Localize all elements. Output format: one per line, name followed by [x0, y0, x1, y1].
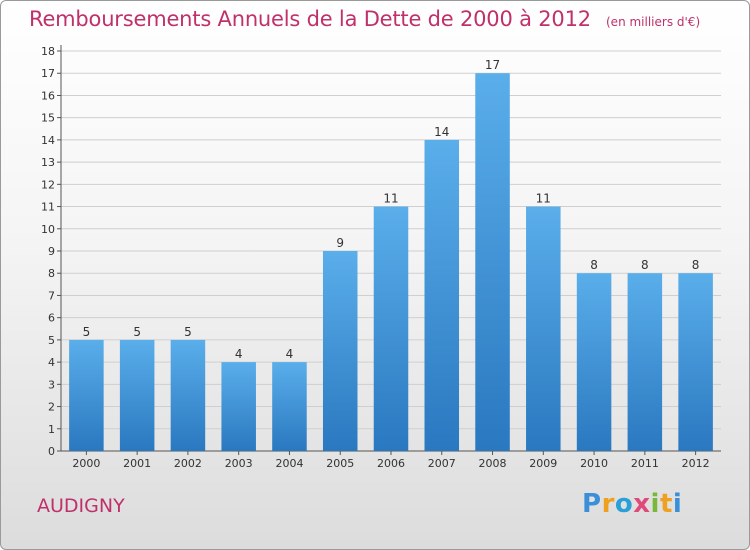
y-tick-label: 11	[41, 201, 55, 214]
bar	[678, 273, 713, 451]
data-label: 8	[692, 258, 700, 272]
y-tick-label: 2	[48, 401, 55, 414]
data-label: 5	[133, 325, 141, 339]
y-tick-label: 8	[48, 267, 55, 280]
commune-name: AUDIGNY	[37, 495, 125, 517]
data-label: 14	[434, 125, 449, 139]
x-tick-label: 2008	[479, 457, 507, 470]
proxiti-logo: Proxiti	[582, 489, 683, 519]
x-tick-label: 2011	[631, 457, 659, 470]
labels: 5 2000 5 2001 5 2002 4 2003 4 2004 9 2005 11 2006 14 20…	[72, 58, 709, 470]
y-tick-label: 4	[48, 356, 55, 369]
bars	[69, 73, 713, 451]
bar	[526, 206, 561, 451]
x-tick-label: 2000	[72, 457, 100, 470]
data-label: 5	[83, 325, 91, 339]
data-label: 9	[336, 236, 344, 250]
x-tick-label: 2006	[377, 457, 405, 470]
y-tick-label: 7	[48, 289, 55, 302]
y-tick-label: 1	[48, 423, 55, 436]
bar	[119, 339, 155, 451]
chart-title: Remboursements Annuels de la Dette de 20…	[29, 7, 591, 31]
y-tick-label: 17	[41, 67, 55, 80]
bar	[221, 362, 256, 451]
x-tick-label: 2002	[174, 457, 202, 470]
data-label: 8	[590, 258, 598, 272]
bar	[627, 273, 663, 451]
x-tick-label: 2007	[428, 457, 456, 470]
y-tick-label: 18	[41, 45, 55, 58]
x-tick-label: 2005	[326, 457, 354, 470]
y-tick-label: 15	[41, 112, 55, 125]
x-tick-label: 2009	[529, 457, 557, 470]
x-tick-label: 2010	[580, 457, 608, 470]
y-tick-label: 14	[41, 134, 55, 147]
y-tick-label: 10	[41, 223, 55, 236]
data-label: 11	[536, 192, 551, 206]
bar	[475, 73, 510, 451]
y-tick-label: 13	[41, 156, 55, 169]
chart-unit-note: (en milliers d'€)	[606, 15, 701, 29]
y-tick-label: 9	[48, 245, 55, 258]
bar	[322, 251, 358, 451]
y-tick-label: 0	[48, 445, 55, 458]
data-label: 11	[383, 192, 398, 206]
data-label: 8	[641, 258, 649, 272]
y-tick-label: 3	[48, 378, 55, 391]
bar	[170, 339, 206, 451]
bar	[373, 206, 409, 451]
data-label: 4	[235, 347, 243, 361]
bar	[69, 339, 104, 451]
x-tick-label: 2003	[225, 457, 253, 470]
data-label: 17	[485, 58, 500, 72]
x-tick-label: 2004	[275, 457, 303, 470]
y-tick-label: 16	[41, 89, 55, 102]
bar	[576, 273, 612, 451]
bar	[272, 362, 307, 451]
data-label: 4	[286, 347, 294, 361]
bar	[424, 139, 460, 451]
y-tick-label: 6	[48, 312, 55, 325]
x-tick-label: 2001	[123, 457, 151, 470]
y-tick-label: 5	[48, 334, 55, 347]
y-tick-label: 12	[41, 178, 55, 191]
title-row: Remboursements Annuels de la Dette de 20…	[29, 7, 700, 31]
x-tick-label: 2012	[682, 457, 710, 470]
data-label: 5	[184, 325, 192, 339]
